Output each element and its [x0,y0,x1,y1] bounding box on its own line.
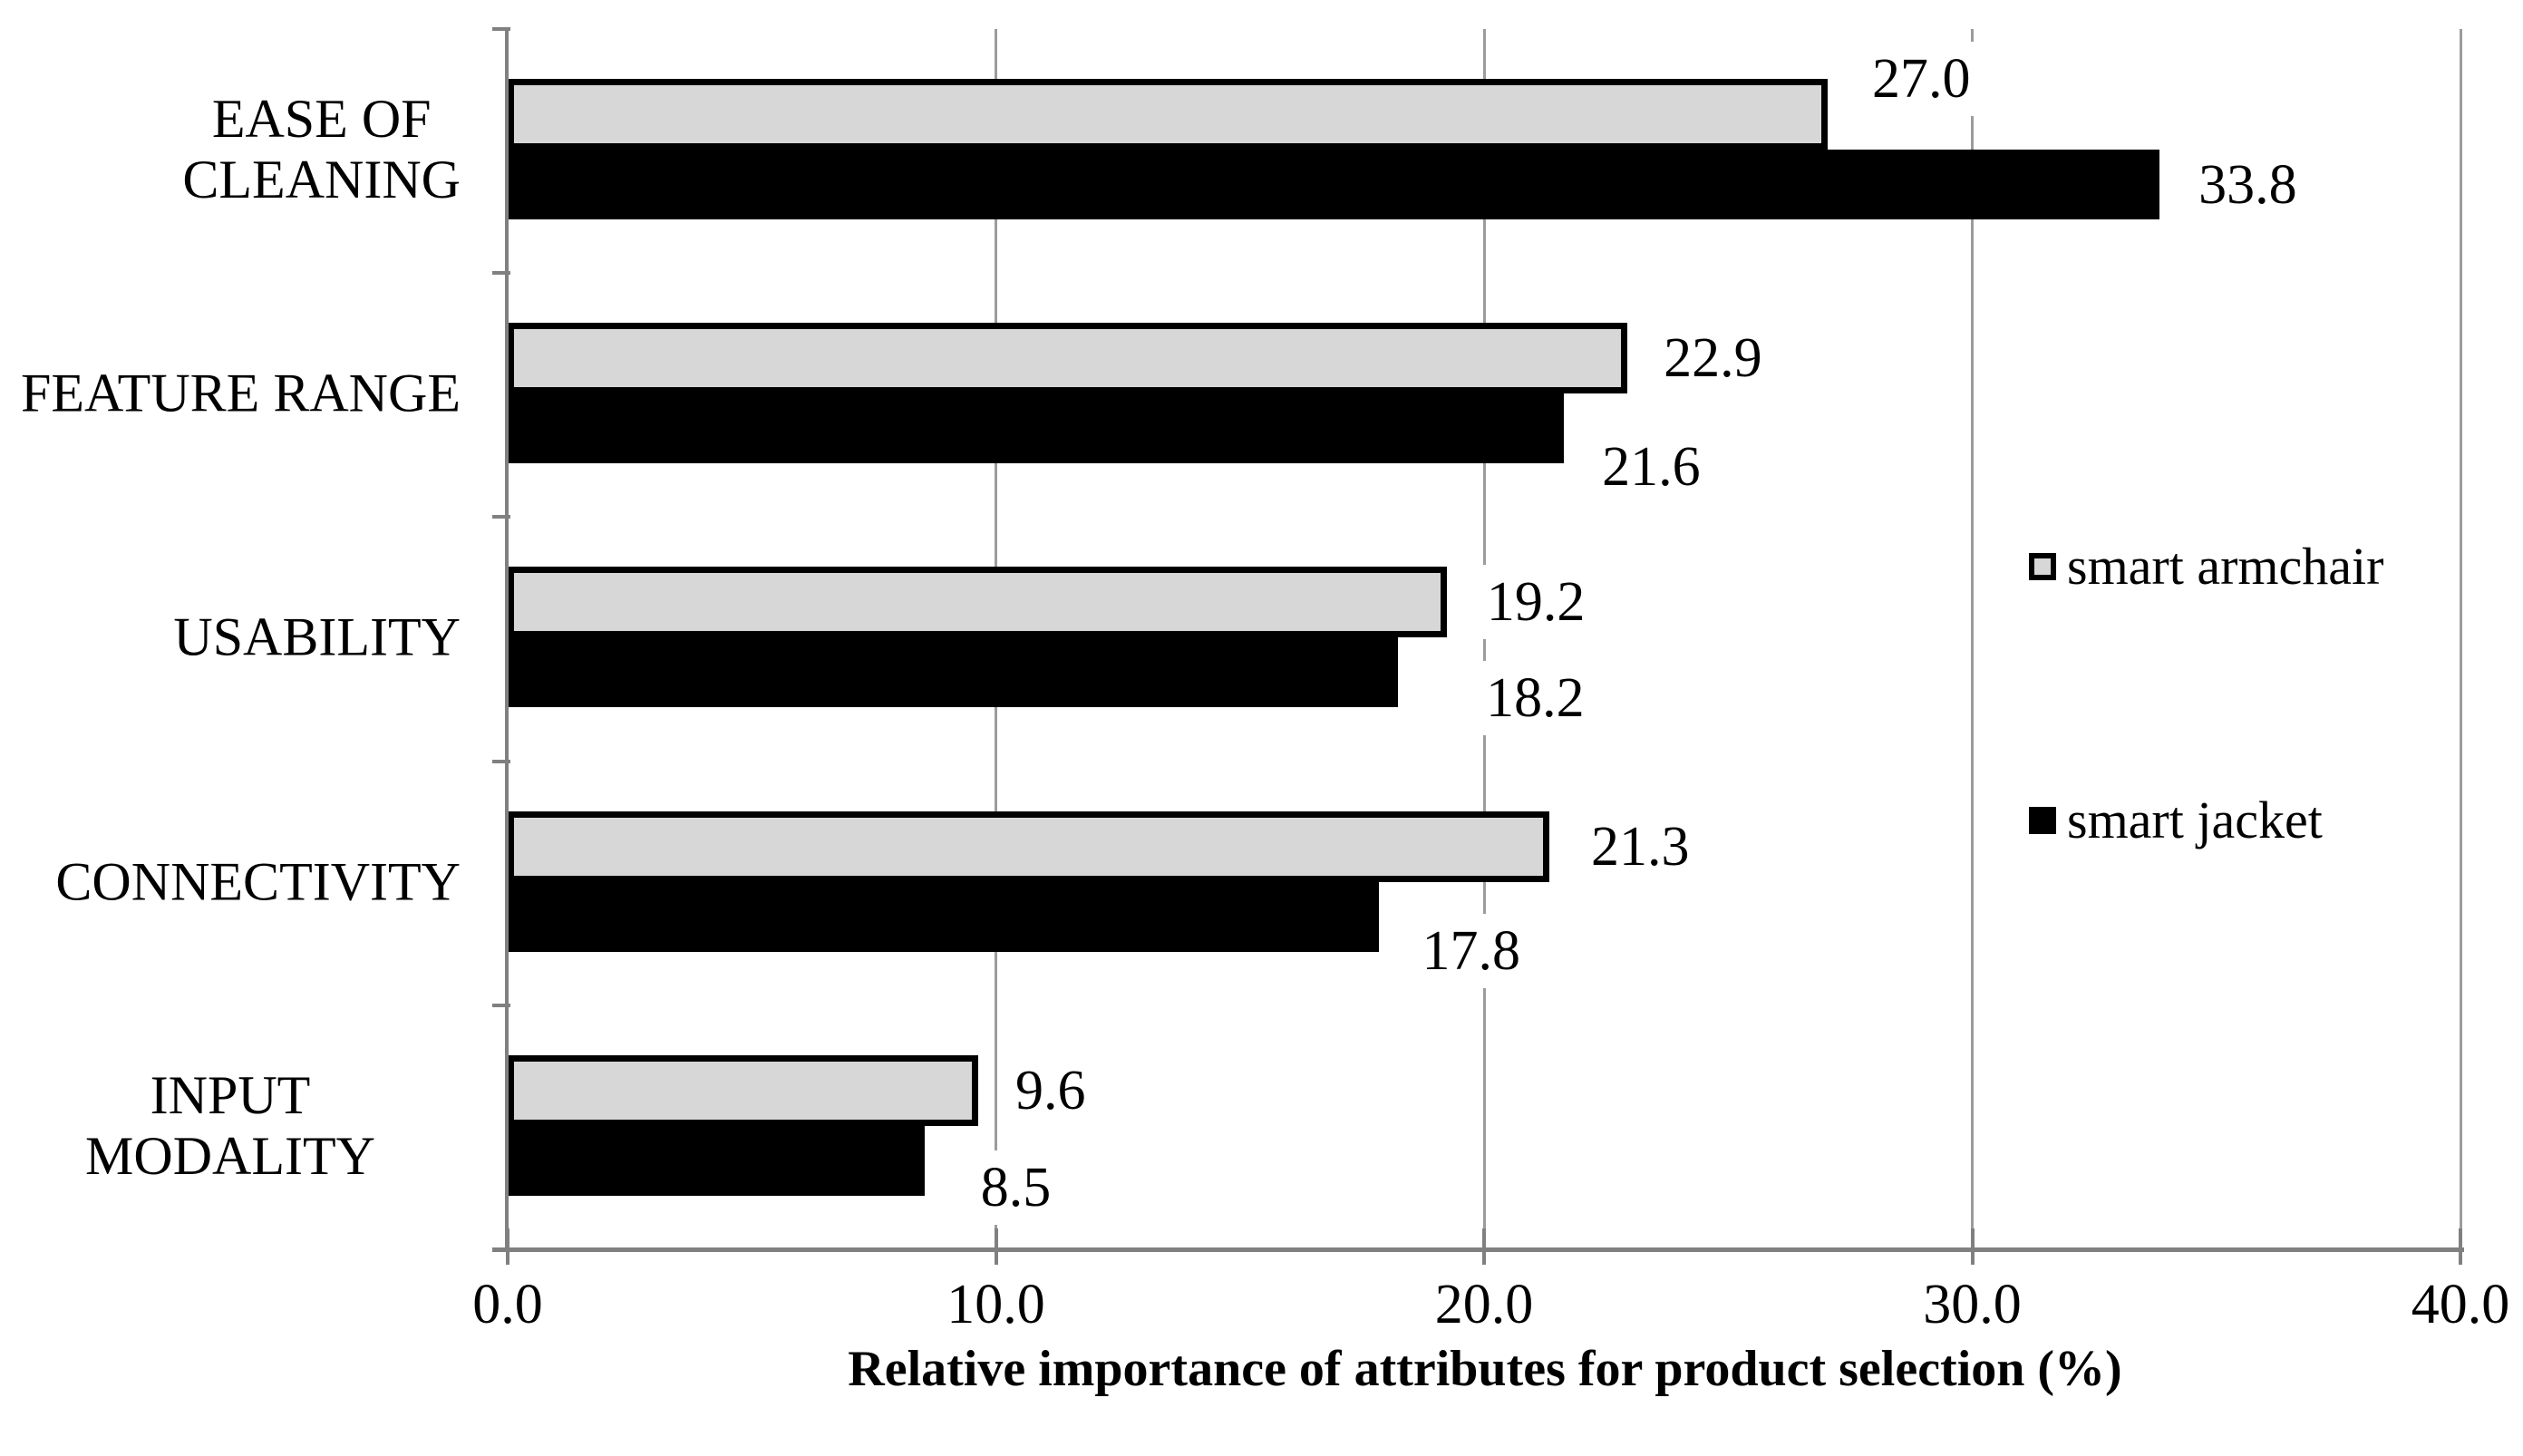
bar-smart-armchair-0 [508,79,1828,150]
bar-smart-jacket-3 [508,881,1379,952]
value-label: 9.6 [1004,1053,1097,1128]
x-tick-label: 40.0 [2411,1274,2510,1335]
value-label: 22.9 [1653,321,1773,396]
bar-smart-armchair-4 [508,1054,978,1126]
y-axis-tick [492,759,510,763]
x-tick-label: 10.0 [946,1274,1045,1335]
legend-label: smart jacket [2067,791,2323,849]
bar-smart-armchair-2 [508,567,1447,638]
value-label: 17.8 [1411,913,1532,988]
x-axis-title: Relative importance of attributes for pr… [848,1341,2122,1397]
bar-smart-jacket-0 [508,150,2160,219]
category-label: FEATURE RANGE [20,363,461,423]
x-tick-label: 0.0 [472,1274,543,1335]
y-axis-tick [492,1003,510,1007]
legend-item-smart-armchair: smart armchair [2029,540,2383,593]
bar-smart-armchair-1 [508,323,1628,394]
category-label: EASE OF CLEANING [182,88,461,209]
category-label: CONNECTIVITY [55,851,461,911]
x-axis-tick [994,1228,998,1265]
gridline [2459,29,2462,1247]
category-label: USABILITY [173,607,461,667]
bar-smart-jacket-4 [508,1125,925,1196]
x-axis-line [492,1247,2464,1252]
x-axis-tick [1482,1228,1486,1265]
value-label: 27.0 [1860,42,1982,116]
x-axis-tick [1970,1228,1975,1265]
legend-swatch-icon [2029,553,2056,580]
y-axis-line [505,29,509,1249]
value-label: 18.2 [1475,661,1596,736]
bar-smart-armchair-3 [508,811,1549,882]
bar-smart-jacket-1 [508,393,1565,464]
x-axis-tick [2459,1228,2462,1265]
y-axis-tick [492,271,510,276]
x-axis-tick [506,1228,509,1265]
value-label: 33.8 [2188,147,2308,222]
value-label: 19.2 [1475,565,1596,640]
x-tick-label: 30.0 [1923,1274,2022,1335]
legend-label: smart armchair [2067,537,2384,596]
x-tick-label: 20.0 [1434,1274,1534,1335]
legend: smart armchair smart jacket [2029,0,2523,1456]
y-axis-tick [492,27,510,31]
y-axis-tick [492,1247,510,1251]
value-label: 21.3 [1580,809,1701,884]
legend-item-smart-jacket: smart jacket [2029,794,2323,847]
value-label: 21.6 [1591,430,1712,505]
y-axis-tick [492,515,510,519]
value-label: 8.5 [969,1150,1063,1225]
gridline [1971,29,1974,1247]
category-label: INPUT MODALITY [85,1064,375,1186]
bar-smart-jacket-2 [508,637,1399,708]
legend-swatch-icon [2029,807,2056,834]
